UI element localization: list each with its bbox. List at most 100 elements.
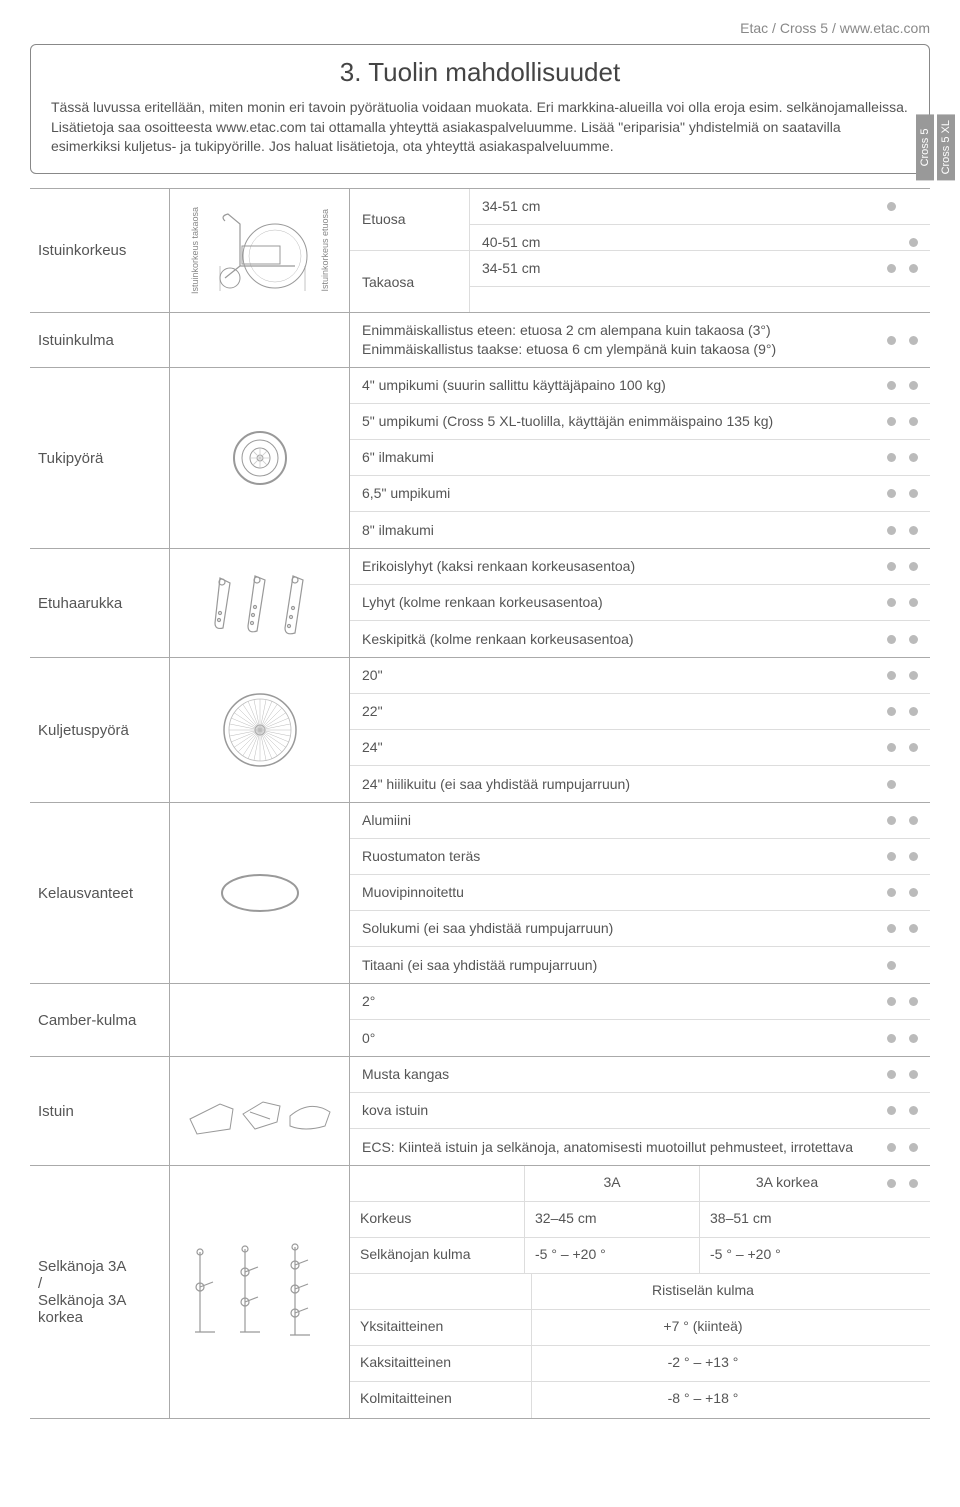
dots <box>874 549 930 584</box>
opt-text: Solukumi (ei saa yhdistää rumpujarruun) <box>350 911 874 946</box>
option-row: Korkeus32–45 cm38–51 cm <box>350 1202 930 1238</box>
dots <box>874 512 930 548</box>
dots <box>874 1274 930 1309</box>
opt-text: 6" ilmakumi <box>350 440 874 475</box>
seat-icon <box>185 1084 335 1139</box>
wheelchair-icon <box>200 206 320 296</box>
opt-text: 34-51 cm <box>470 251 874 286</box>
cell: Selkänojan kulma <box>350 1238 525 1273</box>
label-seat-height: Istuinkorkeus <box>30 189 170 313</box>
option-row: Kaksitaitteinen-2 ° – +13 ° <box>350 1346 930 1382</box>
option-row: 20" <box>350 658 930 694</box>
cell: Kaksitaitteinen <box>350 1346 532 1381</box>
label-seat-angle: Istuinkulma <box>30 313 170 367</box>
label-camber: Camber-kulma <box>30 984 170 1056</box>
opt-text: 24" hiilikuitu (ei saa yhdistää rumpujar… <box>350 766 874 802</box>
image-drive-wheel <box>170 658 350 802</box>
option-row: 6" ilmakumi <box>350 440 930 476</box>
opt-text: 8" ilmakumi <box>350 512 874 548</box>
model-tab-cross5xl: Cross 5 XL <box>937 114 955 180</box>
dots <box>874 1129 930 1165</box>
opt-text: Alumiini <box>350 803 874 838</box>
opt-text: 20" <box>350 658 874 693</box>
image-pushrim <box>170 803 350 983</box>
option-row: Ristiselän kulma <box>350 1274 930 1310</box>
castor-icon <box>230 428 290 488</box>
model-tabs: Cross 5 Cross 5 XL <box>916 114 955 180</box>
cell: Yksitaitteinen <box>350 1310 532 1345</box>
opt-text: 4" umpikumi (suurin sallittu käyttäjäpai… <box>350 368 874 403</box>
option-row: 0° <box>350 1020 930 1056</box>
intro-text: Tässä luvussa eritellään, miten monin er… <box>51 98 909 157</box>
dots <box>874 839 930 874</box>
option-row: 4" umpikumi (suurin sallittu käyttäjäpai… <box>350 368 930 404</box>
opt-text: 6,5" umpikumi <box>350 476 874 511</box>
cell: Ristiselän kulma <box>532 1274 874 1309</box>
option-row: Keskipitkä (kolme renkaan korkeusasentoa… <box>350 621 930 657</box>
option-row: Selkänojan kulma-5 ° – +20 °-5 ° – +20 ° <box>350 1238 930 1274</box>
option-row: Lyhyt (kolme renkaan korkeusasentoa) <box>350 585 930 621</box>
dots <box>874 404 930 439</box>
front-label: Etuosa <box>350 189 470 250</box>
opt-text: Erikoislyhyt (kaksi renkaan korkeusasent… <box>350 549 874 584</box>
dots <box>874 251 930 286</box>
opt-text: ECS: Kiinteä istuin ja selkänoja, anatom… <box>350 1129 874 1165</box>
dots <box>874 1020 930 1056</box>
option-row: Ruostumaton teräs <box>350 839 930 875</box>
opt-text: Enimmäiskallistus eteen: etuosa 2 cm ale… <box>350 313 874 367</box>
opt-text: Ruostumaton teräs <box>350 839 874 874</box>
dots <box>874 694 930 729</box>
row-castor: Tukipyörä 4" umpikumi (suurin sallittu k… <box>30 368 930 549</box>
opt-text: 34-51 cm <box>470 189 874 224</box>
row-fork: Etuhaarukka Erikoislyhyt (kaksi renkaan … <box>30 549 930 658</box>
spoked-wheel-icon <box>220 690 300 770</box>
label-drive-wheel: Kuljetuspyörä <box>30 658 170 802</box>
opt-text: 0° <box>350 1020 874 1056</box>
dots <box>874 803 930 838</box>
option-row: 24" <box>350 730 930 766</box>
opt-text: Titaani (ei saa yhdistää rumpujarruun) <box>350 947 874 983</box>
page-title: 3. Tuolin mahdollisuudet <box>51 57 909 88</box>
dots <box>874 911 930 946</box>
dots <box>874 947 930 983</box>
opt-text: 2° <box>350 984 874 1019</box>
opt-text: 22" <box>350 694 874 729</box>
image-fork <box>170 549 350 657</box>
option-row: kova istuin <box>350 1093 930 1129</box>
cell: 38–51 cm <box>700 1202 874 1237</box>
row-backrest: Selkänoja 3A / Selkänoja 3A korkea 3A3A … <box>30 1166 930 1419</box>
option-row: 5" umpikumi (Cross 5 XL-tuolilla, käyttä… <box>350 404 930 440</box>
dots <box>874 287 930 312</box>
breadcrumb: Etac / Cross 5 / www.etac.com <box>30 20 930 36</box>
option-row: 24" hiilikuitu (ei saa yhdistää rumpujar… <box>350 766 930 802</box>
dots <box>874 1346 930 1381</box>
option-row: 22" <box>350 694 930 730</box>
label-pushrim: Kelausvanteet <box>30 803 170 983</box>
image-blank <box>170 984 350 1056</box>
row-camber: Camber-kulma 2°0° <box>30 984 930 1057</box>
opt-text <box>470 287 874 312</box>
opt-text: kova istuin <box>350 1093 874 1128</box>
dots <box>874 1382 930 1418</box>
row-seat: Istuin Musta kangaskova istuinECS: Kiint… <box>30 1057 930 1166</box>
vlabel-front: Istuinkorkeus etuosa <box>320 209 330 292</box>
opt-text: Lyhyt (kolme renkaan korkeusasentoa) <box>350 585 874 620</box>
dots <box>874 1093 930 1128</box>
fork-icon <box>205 568 315 638</box>
option-row: 3A3A korkea <box>350 1166 930 1202</box>
dots <box>874 1057 930 1092</box>
option-row: Erikoislyhyt (kaksi renkaan korkeusasent… <box>350 549 930 585</box>
option-row: 6,5" umpikumi <box>350 476 930 512</box>
options-table: Istuinkorkeus Istuinkorkeus takaosa Istu… <box>30 188 930 1419</box>
row-seat-angle: Istuinkulma Enimmäiskallistus eteen: etu… <box>30 313 930 368</box>
opt-text: Keskipitkä (kolme renkaan korkeusasentoa… <box>350 621 874 657</box>
cell: Kolmitaitteinen <box>350 1382 532 1418</box>
option-row: 2° <box>350 984 930 1020</box>
dots <box>874 440 930 475</box>
cell: -5 ° – +20 ° <box>700 1238 874 1273</box>
image-blank <box>170 313 350 367</box>
dots <box>874 189 930 224</box>
option-row: ECS: Kiinteä istuin ja selkänoja, anatom… <box>350 1129 930 1165</box>
cell: -8 ° – +18 ° <box>532 1382 874 1418</box>
dots <box>874 368 930 403</box>
